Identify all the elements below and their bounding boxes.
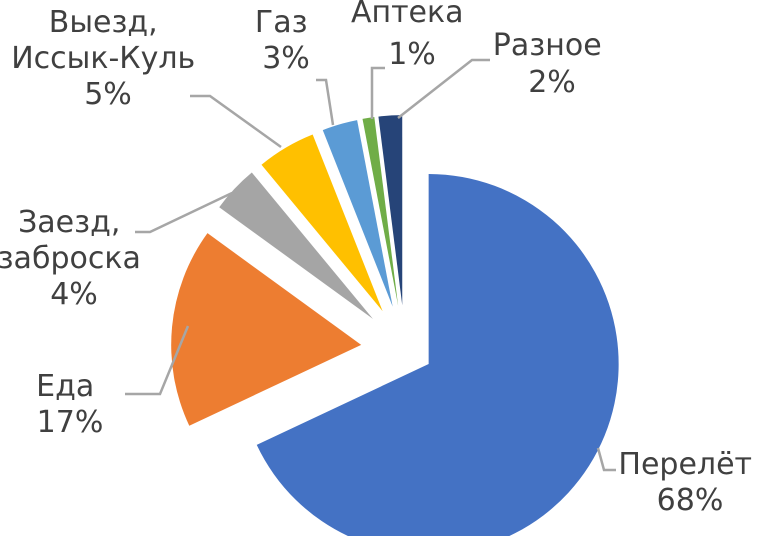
slice-eda	[171, 233, 362, 426]
slice-vyezd	[261, 134, 383, 312]
slice-zaezd	[219, 172, 373, 319]
label-vyezd: Выезд, Иссык-Куль 5%	[11, 5, 205, 112]
slice-apteka	[362, 117, 399, 306]
leader-line-raznoe	[397, 58, 490, 119]
slice-perelet	[256, 174, 619, 536]
slice-raznoe	[378, 115, 403, 306]
label-raznoe: Разное 2%	[493, 28, 611, 100]
label-zaezd: Заезд, заброска 4%	[0, 205, 150, 312]
label-apteka: Аптека 1%	[351, 0, 473, 72]
leader-line-eda	[125, 325, 190, 396]
label-eda: Еда 17%	[36, 369, 104, 440]
leader-line-gaz	[316, 78, 335, 126]
leader-line-zaezd	[135, 191, 233, 234]
label-gaz: Газ 3%	[255, 5, 317, 76]
slice-gaz	[322, 120, 393, 307]
leader-lines	[125, 58, 616, 472]
label-perelet: Перелёт 68%	[618, 447, 758, 518]
leader-line-apteka	[370, 66, 385, 119]
leader-line-perelet	[596, 447, 616, 472]
leader-line-vyezd	[190, 94, 282, 149]
pie-slices	[171, 115, 619, 536]
